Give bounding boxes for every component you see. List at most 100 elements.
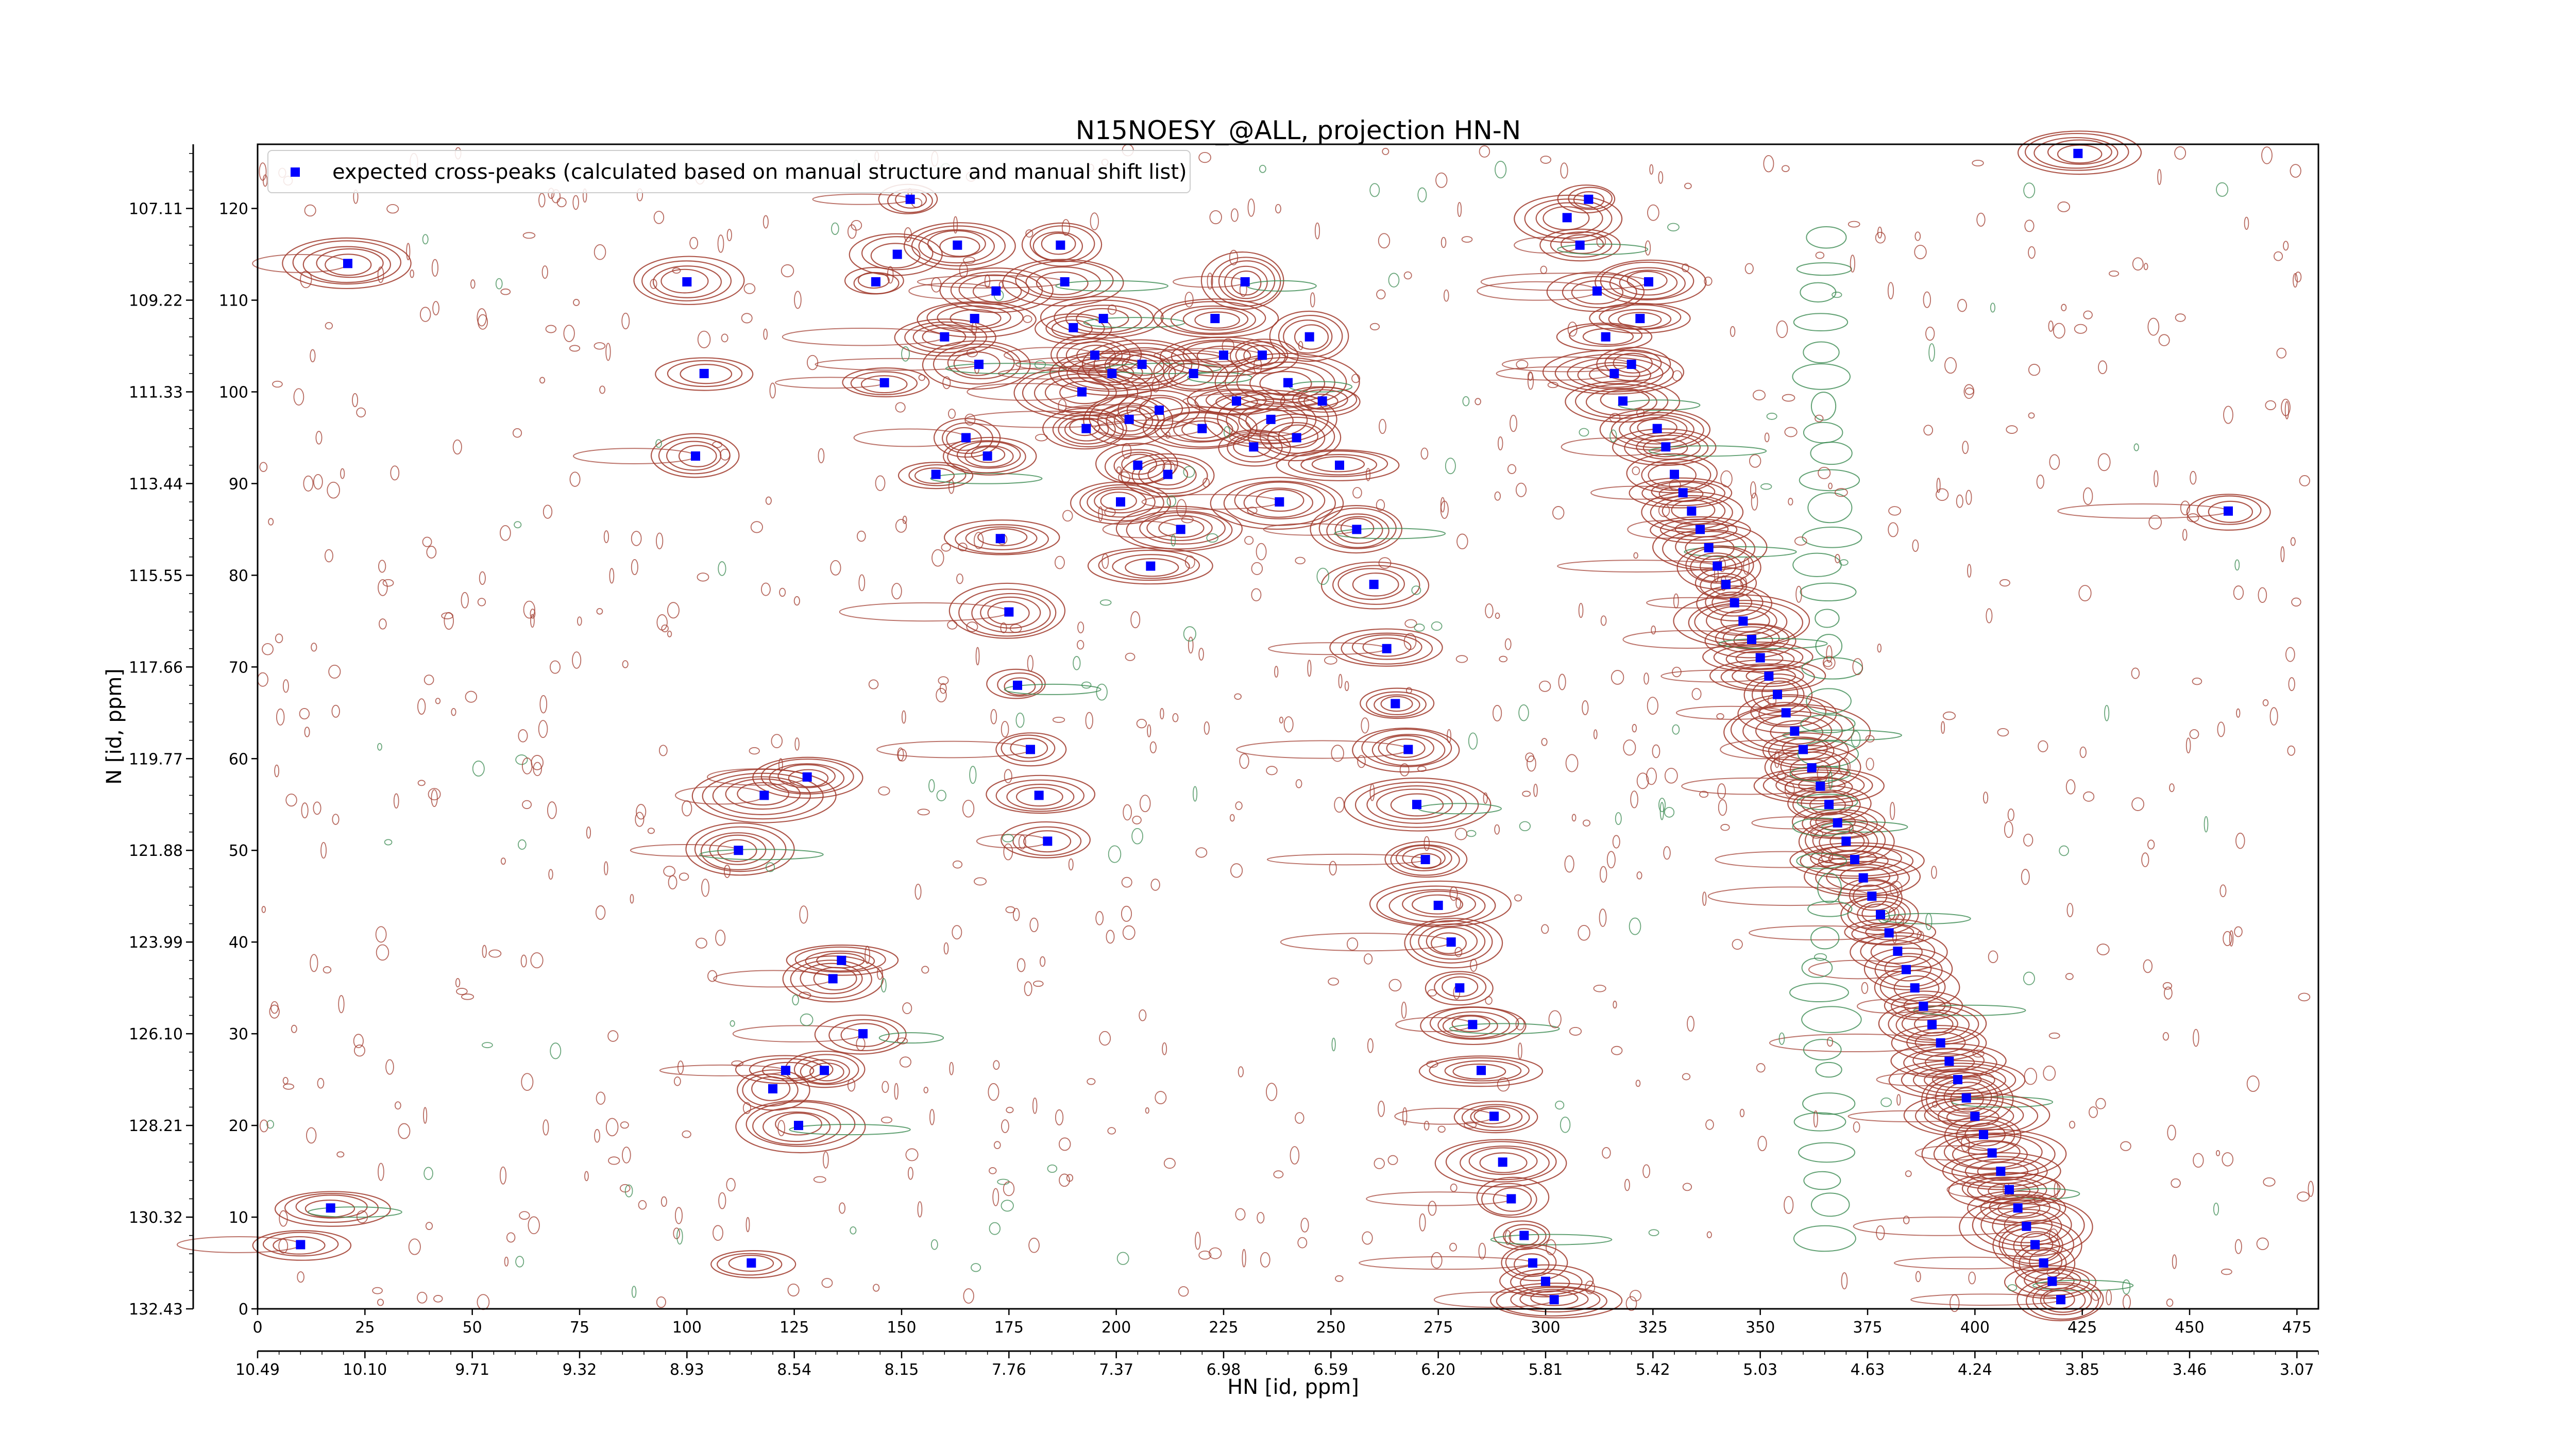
noise-contour bbox=[1034, 360, 1046, 369]
ppm-y-tick-label: 132.43 bbox=[129, 1301, 183, 1319]
noise-contour bbox=[2285, 647, 2295, 662]
noise-contour bbox=[2007, 1284, 2018, 1291]
noise-contour bbox=[1266, 766, 1278, 776]
cross-peak-marker bbox=[1013, 680, 1022, 690]
noise-contour bbox=[441, 612, 454, 619]
cross-peak-marker bbox=[1477, 1066, 1486, 1075]
noise-contour bbox=[2288, 677, 2295, 692]
noise-contour bbox=[2098, 360, 2108, 374]
noise-contour bbox=[323, 966, 332, 974]
noise-contour bbox=[1085, 712, 1093, 729]
noise-contour bbox=[538, 193, 546, 208]
noise-contour bbox=[1464, 1121, 1477, 1129]
contour-ring bbox=[273, 1236, 326, 1255]
noise-contour bbox=[2172, 1254, 2177, 1269]
noise-contour bbox=[1107, 1127, 1116, 1135]
noise-contour bbox=[1682, 263, 1689, 273]
noise-contour bbox=[1635, 1080, 1641, 1087]
contour-ring bbox=[926, 302, 1024, 333]
noise-contour bbox=[1880, 1097, 1892, 1107]
noise-contour bbox=[1150, 879, 1160, 891]
contour-ring bbox=[1588, 364, 1640, 384]
noise-contour bbox=[2287, 745, 2296, 756]
contour-ring bbox=[1113, 451, 1165, 480]
noise-contour bbox=[1188, 636, 1194, 654]
noise-contour bbox=[1760, 483, 1772, 490]
contour-ring bbox=[1800, 845, 1914, 877]
noise-contour bbox=[423, 1107, 428, 1124]
contour-ring bbox=[737, 782, 789, 806]
noise-contour bbox=[2132, 257, 2144, 271]
noise-contour bbox=[479, 571, 486, 585]
noise-contour bbox=[1274, 666, 1279, 678]
contour-ring bbox=[1374, 694, 1420, 715]
cross-peak-marker bbox=[1446, 937, 1456, 947]
ppm-tick-label: 3.07 bbox=[2280, 1361, 2314, 1379]
contour-ring bbox=[955, 524, 1049, 554]
noise-contour bbox=[465, 690, 478, 703]
y-tick-label: 60 bbox=[229, 750, 248, 768]
ppm-y-tick-label: 119.77 bbox=[129, 750, 183, 768]
contour-ring bbox=[1468, 1147, 1538, 1175]
negative-contour bbox=[1793, 1225, 1856, 1252]
noise-contour bbox=[2089, 1106, 2098, 1118]
cross-peak-marker bbox=[1124, 414, 1134, 424]
negative-contour bbox=[1913, 1004, 2026, 1016]
noise-contour bbox=[2222, 1152, 2234, 1167]
noise-contour bbox=[1936, 478, 1941, 493]
noise-contour bbox=[1058, 1137, 1071, 1151]
contour-ring bbox=[1460, 1145, 1550, 1181]
noise-contour bbox=[2122, 1279, 2131, 1295]
noise-contour bbox=[336, 1151, 345, 1158]
noise-contour bbox=[1917, 931, 1924, 942]
noise-contour bbox=[569, 471, 581, 487]
contour-ring bbox=[1530, 1290, 1579, 1306]
noise-contour bbox=[1663, 846, 1671, 860]
noise-contour bbox=[1295, 557, 1306, 565]
contour-ring bbox=[1025, 266, 1101, 298]
cross-peak-marker bbox=[1210, 314, 1220, 324]
noise-contour bbox=[1876, 1225, 1885, 1240]
cross-peak-marker bbox=[1219, 350, 1228, 360]
cross-peak-marker bbox=[1816, 781, 1825, 791]
noise-contour bbox=[712, 441, 723, 448]
noise-contour bbox=[2163, 986, 2173, 1000]
noise-contour bbox=[1095, 911, 1104, 925]
noise-contour bbox=[2024, 220, 2035, 232]
noise-contour bbox=[1647, 697, 1658, 715]
contour-ring bbox=[1903, 1092, 2050, 1138]
noise-contour bbox=[1273, 1170, 1284, 1178]
contour-ring bbox=[947, 346, 1015, 379]
noise-contour bbox=[1928, 343, 1935, 362]
contour-ring bbox=[1853, 884, 1888, 908]
noise-contour bbox=[495, 278, 503, 290]
contour-ring bbox=[1329, 628, 1443, 667]
noise-contour bbox=[2079, 746, 2087, 758]
noise-contour bbox=[1155, 1091, 1167, 1104]
noise-contour bbox=[1369, 783, 1375, 801]
noise-contour bbox=[1643, 672, 1649, 685]
contour-ring bbox=[1326, 513, 1389, 548]
noise-contour bbox=[1485, 996, 1493, 1005]
noise-contour bbox=[821, 1278, 833, 1288]
noise-contour bbox=[1609, 413, 1621, 423]
noise-contour bbox=[338, 995, 345, 1014]
noise-contour bbox=[1307, 660, 1312, 677]
noise-contour bbox=[1193, 786, 1198, 802]
noise-contour bbox=[917, 1201, 923, 1218]
noise-contour bbox=[2204, 816, 2209, 833]
noise-contour bbox=[1672, 666, 1682, 678]
cross-peak-marker bbox=[974, 360, 984, 369]
contour-ring bbox=[1283, 319, 1333, 354]
noise-contour bbox=[777, 1120, 786, 1137]
contour-ring bbox=[1694, 602, 1788, 641]
noise-contour bbox=[743, 283, 756, 294]
contour-ring bbox=[1042, 408, 1127, 450]
cross-peak-marker bbox=[1678, 488, 1688, 498]
cross-peak-marker bbox=[1730, 598, 1739, 608]
noise-contour bbox=[1483, 792, 1488, 804]
contour-ring bbox=[1501, 1244, 1568, 1282]
noise-contour bbox=[1403, 633, 1417, 650]
noise-contour bbox=[1104, 507, 1116, 517]
noise-contour bbox=[1300, 1218, 1309, 1233]
